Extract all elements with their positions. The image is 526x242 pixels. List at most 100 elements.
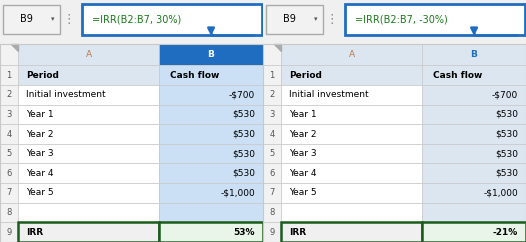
Text: A: A xyxy=(86,50,92,59)
Text: $530: $530 xyxy=(232,129,255,138)
Text: 5: 5 xyxy=(270,149,275,158)
Text: 7: 7 xyxy=(6,189,12,197)
Bar xyxy=(263,164,281,183)
Bar xyxy=(281,144,422,164)
Bar xyxy=(159,44,263,65)
Bar xyxy=(18,105,159,124)
Text: B: B xyxy=(471,50,478,59)
Bar xyxy=(422,44,526,65)
Text: $530: $530 xyxy=(495,149,518,158)
Text: ⋮: ⋮ xyxy=(325,13,338,26)
Bar xyxy=(159,164,263,183)
Text: 2: 2 xyxy=(270,90,275,99)
Bar xyxy=(18,183,159,203)
Bar xyxy=(0,105,18,124)
Bar xyxy=(263,65,281,85)
Text: $530: $530 xyxy=(232,110,255,119)
Text: 5: 5 xyxy=(7,149,12,158)
FancyBboxPatch shape xyxy=(3,5,60,34)
Bar xyxy=(159,183,263,203)
Text: $530: $530 xyxy=(495,110,518,119)
Bar xyxy=(422,124,526,144)
Bar xyxy=(18,144,159,164)
Bar xyxy=(263,105,281,124)
Text: $530: $530 xyxy=(232,169,255,178)
Bar xyxy=(263,44,281,65)
Text: Year 1: Year 1 xyxy=(26,110,54,119)
Text: Year 5: Year 5 xyxy=(289,189,317,197)
Text: Year 4: Year 4 xyxy=(289,169,317,178)
Polygon shape xyxy=(274,44,281,51)
Text: Cash flow: Cash flow xyxy=(169,71,219,80)
Text: Year 2: Year 2 xyxy=(289,129,317,138)
Bar xyxy=(281,124,422,144)
Text: -21%: -21% xyxy=(493,228,518,237)
Text: =IRR(B2:B7, 30%): =IRR(B2:B7, 30%) xyxy=(92,14,181,24)
Bar xyxy=(0,222,18,242)
Text: Initial investment: Initial investment xyxy=(289,90,369,99)
Bar xyxy=(0,183,18,203)
Text: 8: 8 xyxy=(6,208,12,217)
Text: ▾: ▾ xyxy=(51,16,54,22)
Text: -$700: -$700 xyxy=(229,90,255,99)
Bar xyxy=(18,44,159,65)
Bar xyxy=(263,183,281,203)
Bar xyxy=(159,105,263,124)
Bar xyxy=(18,85,159,105)
Text: 1: 1 xyxy=(270,71,275,80)
Text: Year 3: Year 3 xyxy=(289,149,317,158)
FancyBboxPatch shape xyxy=(266,5,323,34)
Text: 2: 2 xyxy=(7,90,12,99)
Bar xyxy=(18,222,159,242)
Text: 8: 8 xyxy=(269,208,275,217)
Bar xyxy=(159,203,263,222)
Text: Year 5: Year 5 xyxy=(26,189,54,197)
Bar xyxy=(263,44,526,242)
Text: -$1,000: -$1,000 xyxy=(220,189,255,197)
Bar xyxy=(263,203,281,222)
Text: 9: 9 xyxy=(270,228,275,237)
Bar xyxy=(263,124,281,144)
Bar xyxy=(263,85,281,105)
Text: IRR: IRR xyxy=(26,228,44,237)
Text: ▾: ▾ xyxy=(314,16,317,22)
FancyBboxPatch shape xyxy=(345,4,524,35)
Bar xyxy=(0,44,263,242)
Text: -$1,000: -$1,000 xyxy=(483,189,518,197)
Text: B: B xyxy=(208,50,215,59)
Bar xyxy=(422,85,526,105)
Text: ⋮: ⋮ xyxy=(62,13,75,26)
Text: Period: Period xyxy=(26,71,59,80)
Bar xyxy=(281,164,422,183)
Text: $530: $530 xyxy=(495,169,518,178)
Text: 9: 9 xyxy=(7,228,12,237)
Text: Year 2: Year 2 xyxy=(26,129,54,138)
Bar xyxy=(422,183,526,203)
Text: 1: 1 xyxy=(7,71,12,80)
Text: -$700: -$700 xyxy=(492,90,518,99)
Bar xyxy=(281,105,422,124)
Bar xyxy=(281,65,422,85)
Text: A: A xyxy=(349,50,355,59)
Text: 4: 4 xyxy=(7,129,12,138)
Bar xyxy=(0,124,18,144)
Text: Initial investment: Initial investment xyxy=(26,90,106,99)
Bar xyxy=(18,124,159,144)
Bar xyxy=(159,144,263,164)
Bar xyxy=(281,183,422,203)
Polygon shape xyxy=(11,44,18,51)
Bar xyxy=(0,44,18,65)
FancyBboxPatch shape xyxy=(82,4,261,35)
Bar xyxy=(18,164,159,183)
Bar xyxy=(0,85,18,105)
Text: B9: B9 xyxy=(284,14,296,24)
Text: 6: 6 xyxy=(6,169,12,178)
Bar xyxy=(281,44,422,65)
Bar xyxy=(263,222,281,242)
Text: Year 1: Year 1 xyxy=(289,110,317,119)
Text: Period: Period xyxy=(289,71,322,80)
Bar xyxy=(0,144,18,164)
Bar xyxy=(422,222,526,242)
Bar xyxy=(422,65,526,85)
Text: $530: $530 xyxy=(232,149,255,158)
